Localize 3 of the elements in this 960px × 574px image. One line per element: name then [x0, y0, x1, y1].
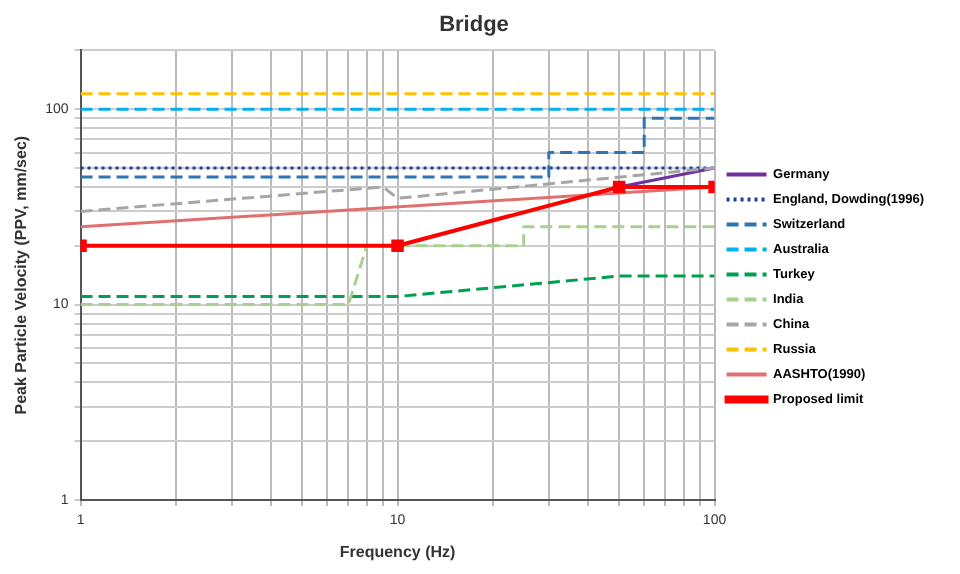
chart-title: Bridge	[439, 13, 509, 38]
x-axis-title: Frequency (Hz)	[339, 542, 456, 561]
y-axis-title: Peak Particle Velocity (PPV, mm/sec)	[12, 135, 31, 415]
